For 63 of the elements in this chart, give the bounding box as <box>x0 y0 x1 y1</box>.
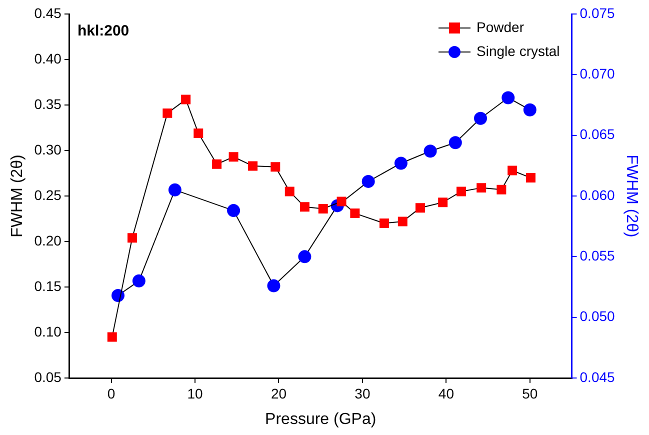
point <box>502 91 515 104</box>
x-tick-label: 0 <box>107 385 116 402</box>
point <box>523 103 536 116</box>
point <box>474 112 488 125</box>
y2-tick-label: 0.075 <box>580 4 616 21</box>
y2-tick-label: 0.055 <box>580 248 616 264</box>
point <box>227 204 240 218</box>
annotation: hkl:200 <box>77 22 130 40</box>
point <box>112 288 125 302</box>
y-tick-label: 0.30 <box>34 141 62 158</box>
point <box>476 183 486 193</box>
point <box>194 128 204 138</box>
point <box>318 204 328 214</box>
point <box>270 162 280 172</box>
point <box>379 218 389 228</box>
y-tick-label: 0.10 <box>34 323 62 340</box>
point <box>526 173 536 183</box>
y2-tick-label: 0.070 <box>580 66 616 82</box>
y-axis-title: FWHM (2θ) <box>9 154 26 238</box>
point <box>394 156 408 170</box>
y-tick-label: 0.25 <box>34 186 62 203</box>
point <box>162 108 172 118</box>
y-tick-label: 0.45 <box>34 4 62 21</box>
legend-label: Powder <box>476 18 524 35</box>
y-tick-label: 0.15 <box>34 278 62 294</box>
legend-label: Single crystal <box>476 42 560 59</box>
point <box>496 184 506 194</box>
point <box>228 152 238 162</box>
point <box>132 274 146 288</box>
y-tick-label: 0.35 <box>34 96 62 112</box>
y2-tick-label: 0.045 <box>580 368 616 385</box>
point <box>127 233 137 243</box>
y2-tick-label: 0.065 <box>580 126 616 142</box>
point <box>508 166 518 176</box>
point <box>456 186 466 196</box>
point <box>298 250 312 264</box>
x-tick-label: 40 <box>438 385 454 402</box>
point <box>267 279 280 292</box>
x-tick-label: 10 <box>187 385 204 402</box>
point <box>350 208 360 218</box>
point <box>107 332 117 342</box>
x-tick-label: 20 <box>270 385 287 402</box>
x-tick-label: 50 <box>522 385 538 402</box>
y2-tick-label: 0.060 <box>580 186 616 203</box>
y-tick-label: 0.40 <box>34 50 62 66</box>
point <box>300 202 310 212</box>
y-tick-label: 0.05 <box>34 368 62 385</box>
x-axis-title: Pressure (GPa) <box>265 410 376 428</box>
point <box>362 174 375 188</box>
point <box>448 136 462 150</box>
point <box>284 186 294 196</box>
y2-tick-label: 0.050 <box>580 308 616 324</box>
point <box>398 216 408 226</box>
point <box>438 198 448 208</box>
point <box>424 144 437 158</box>
y2-axis-title: FWHM (2θ) <box>622 154 640 238</box>
point <box>212 159 222 169</box>
point <box>181 94 191 104</box>
x-tick-label: 30 <box>354 385 370 402</box>
point <box>248 161 258 171</box>
point <box>168 183 182 196</box>
point <box>415 203 425 213</box>
y-tick-label: 0.20 <box>34 232 62 248</box>
